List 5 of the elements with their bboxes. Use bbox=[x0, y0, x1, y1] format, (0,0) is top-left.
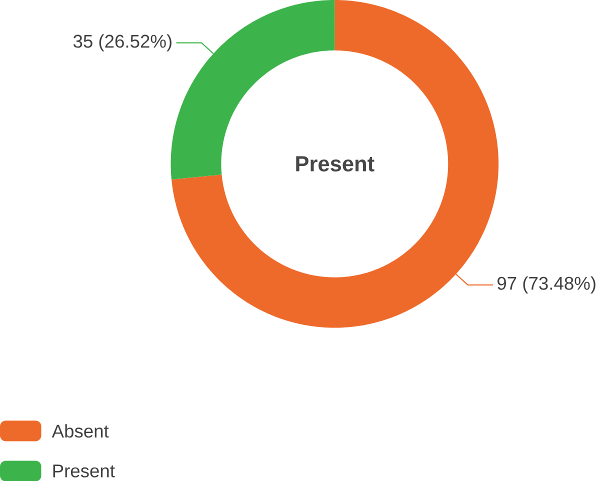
data-label: 97 (73.48%) bbox=[498, 276, 596, 294]
legend-label: Absent bbox=[52, 424, 109, 438]
data-label: 35 (26.52%) bbox=[73, 34, 172, 52]
legend-label: Present bbox=[53, 464, 115, 478]
text: Present bbox=[296, 156, 374, 172]
